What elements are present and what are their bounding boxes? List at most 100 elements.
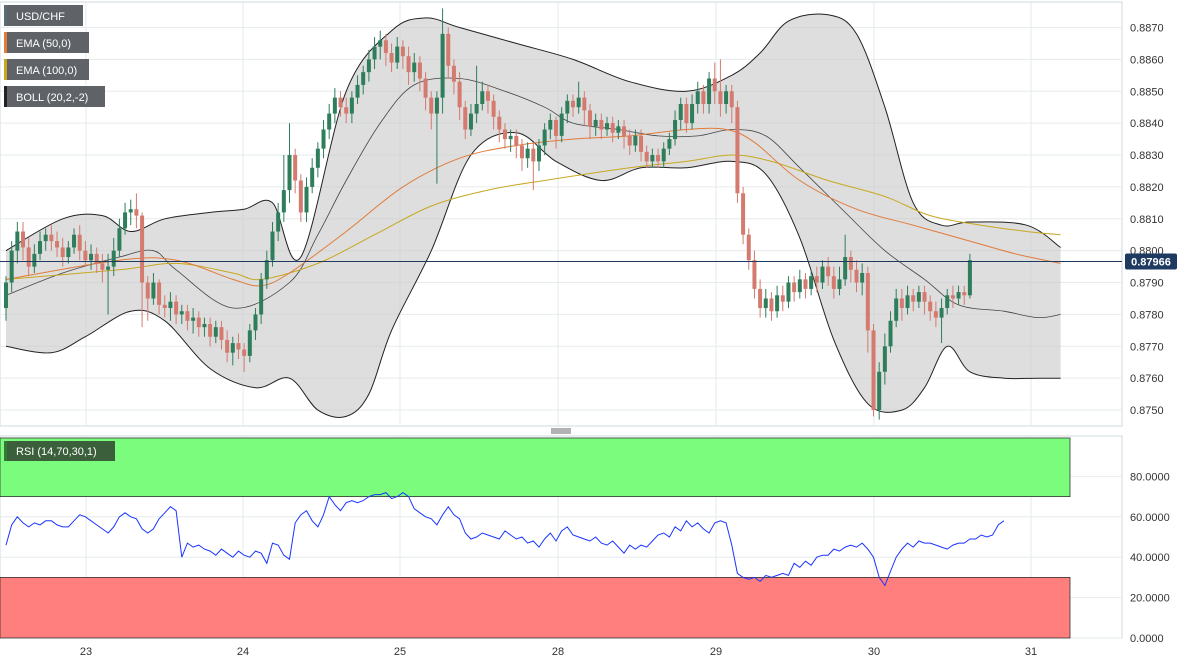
candle-bullish [378,30,383,60]
date-tick-label: 31 [1025,646,1037,658]
candle-bullish [264,250,269,289]
candle-bullish [15,221,20,264]
legend-label: BOLL (20,2,-2) [16,92,88,104]
candle-bullish [536,139,541,171]
candle-bullish [667,132,672,156]
candle-bearish [423,72,428,111]
candle-bearish [701,84,706,114]
legend-label: USD/CHF [16,11,65,23]
candle-bearish [622,119,627,149]
candle-bullish [956,285,961,305]
candle-bearish [599,113,604,140]
candle-bearish [162,295,167,318]
candle-bearish [406,46,411,85]
price-tick-label: 0.8780 [1130,309,1164,321]
candle-bullish [43,228,48,251]
ema-50-line [5,127,1061,287]
candle-bullish [276,202,281,242]
rsi-line [5,491,1005,587]
candle-bearish [531,142,536,191]
candle-bullish [230,336,235,366]
panel-resize-handle[interactable] [551,428,571,434]
candle-bullish [905,285,910,315]
candle-bullish [372,37,377,69]
candle-bullish [213,320,218,344]
candle-bearish [814,266,819,293]
legend-item[interactable]: EMA (50,0) [4,32,89,53]
candle-bullish [179,304,184,324]
candle-bullish [349,91,354,124]
candle-bullish [361,65,366,95]
candle-bullish [128,199,133,226]
rsi-legend-item[interactable]: RSI (14,70,30,1) [4,441,115,461]
rsi-tick-label: 60.0000 [1130,512,1170,524]
candle-bullish [690,94,695,130]
candle-bullish [837,266,842,296]
candle-bearish [497,110,502,143]
date-tick-label: 23 [80,646,92,658]
candle-bearish [219,320,224,350]
candle-bearish [49,225,54,251]
candle-bullish [576,81,581,114]
candle-bullish [310,158,315,194]
candle-bearish [780,285,785,312]
candle-bearish [899,288,904,321]
candle-bearish [582,91,587,127]
candle-bearish [571,94,575,117]
candle-bearish [627,129,632,156]
candle-bearish [451,59,456,95]
candle-bearish [514,129,519,159]
candle-bearish [94,247,99,273]
candle-bullish [775,285,780,318]
candle-bullish [106,253,111,315]
candle-bearish [140,212,145,328]
candle-bullish [945,288,950,315]
current-price-tag-bg [1125,253,1177,270]
bollinger-upper-line [5,13,1061,261]
candle-bullish [797,269,802,299]
date-tick-label: 30 [868,646,880,658]
bollinger-lower-line [5,132,1061,418]
candle-bearish [729,84,734,124]
candle-bullish [315,142,320,178]
candle-bearish [519,139,524,171]
rsi-panel: 80.0000 60.0000 40.0000 20.0000 0.0000 RSI (… [0,435,1170,658]
candle-bullish [548,113,553,140]
candle-bullish [151,272,156,305]
current-price-label: 0.87966 [1131,257,1171,269]
candle-bullish [259,272,264,324]
candle-bullish [480,81,485,111]
candle-bullish [191,308,196,334]
candle-bearish [803,272,808,299]
candle-bullish [332,88,337,124]
candle-bearish [463,100,468,140]
candle-bearish [417,56,422,92]
candle-bearish [338,91,343,117]
candle-bullish [72,228,77,254]
legend-item[interactable]: USD/CHF [4,5,83,26]
candle-bullish [321,119,326,159]
candle-bullish [916,285,921,309]
rsi-legend-label: RSI (14,70,30,1) [16,446,97,458]
candle-bullish [247,323,252,363]
candle-bullish [633,129,638,152]
candle-bearish [684,97,689,133]
candle-bearish [225,330,230,363]
price-tick-label: 0.8770 [1130,341,1164,353]
candle-bearish [196,311,201,337]
candle-bullish [4,276,8,321]
rsi-tick-label: 80.0000 [1130,471,1170,483]
date-tick-label: 24 [237,646,249,658]
candle-bearish [429,91,434,130]
candle-bullish [707,72,712,114]
date-tick-label: 28 [552,646,564,658]
candle-bullish [894,288,899,328]
candle-bullish [559,107,564,143]
candle-bearish [134,193,139,229]
price-tick-label: 0.8790 [1130,278,1164,290]
candle-bullish [468,104,473,136]
candle-bullish [412,53,417,82]
legend-item[interactable]: EMA (100,0) [4,59,89,80]
candle-bearish [100,253,105,283]
legend-item[interactable]: BOLL (20,2,-2) [4,86,105,107]
